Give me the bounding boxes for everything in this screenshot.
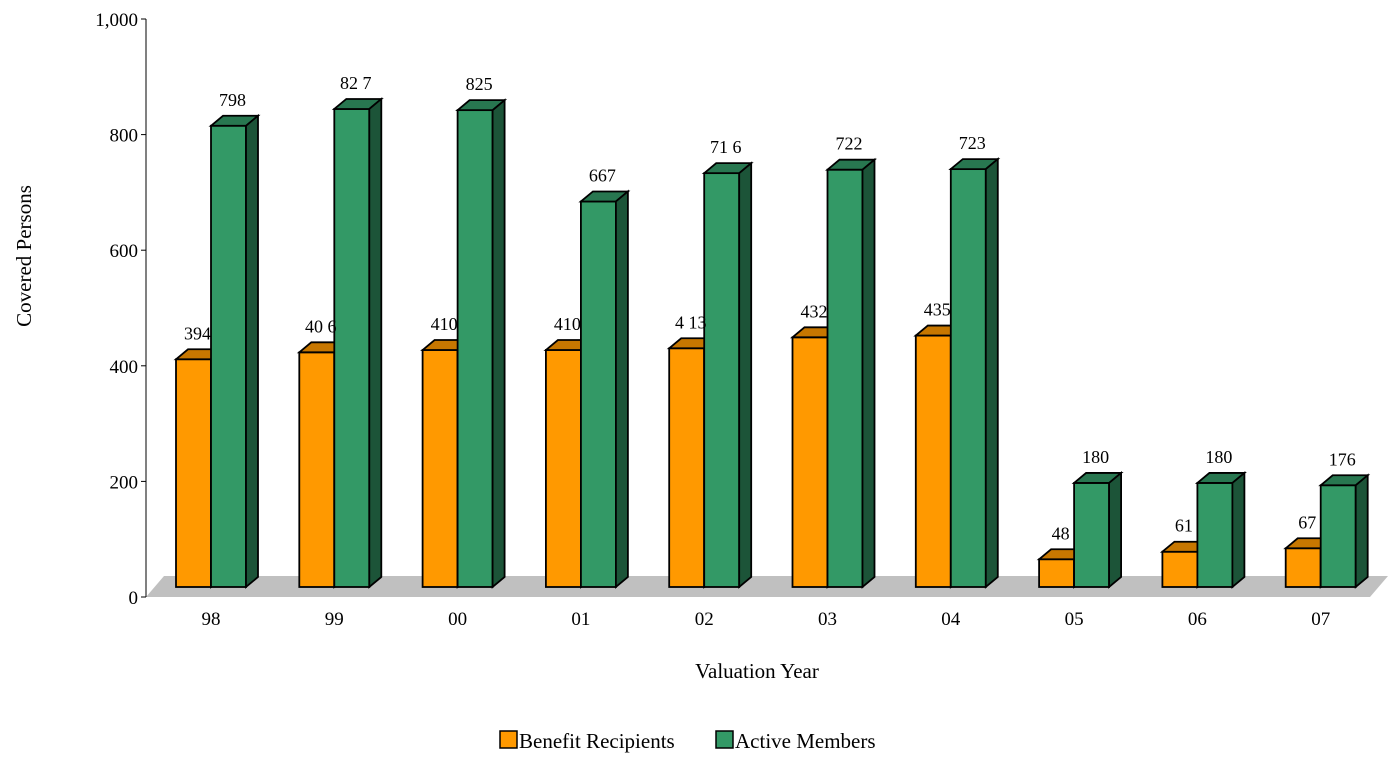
data-label: 394 (184, 323, 211, 343)
bar-front (421, 349, 459, 588)
data-label: 180 (1205, 447, 1232, 467)
x-tick-label: 05 (1065, 609, 1084, 630)
legend-label: Active Members (735, 729, 876, 753)
bar-front (791, 336, 829, 588)
bar-side (984, 157, 999, 589)
data-label: 825 (466, 74, 493, 94)
data-label: 410 (554, 314, 581, 334)
bar-side (1231, 471, 1246, 589)
data-label: 798 (219, 90, 246, 110)
x-tick-label: 02 (695, 609, 714, 630)
x-axis-tick-labels: 98 99 00 01 02 03 04 05 06 07 (202, 609, 1331, 630)
x-axis-title: Valuation Year (695, 659, 819, 683)
bar-front (456, 109, 494, 588)
x-tick-label: 03 (818, 609, 837, 630)
data-label: 432 (801, 301, 828, 321)
bar-front (668, 347, 706, 588)
bar-front (1319, 484, 1357, 588)
bar-front (210, 124, 247, 588)
bar (578, 189, 631, 589)
data-label: 71 6 (710, 137, 742, 157)
x-tick-label: 07 (1311, 609, 1330, 630)
bar-front (298, 351, 336, 588)
bar-front (1196, 482, 1234, 588)
x-tick-label: 99 (325, 609, 344, 630)
bar-front (703, 172, 741, 588)
bar-side (1108, 471, 1122, 589)
data-label: 48 (1052, 523, 1070, 543)
y-tick-label: 0 (129, 588, 139, 609)
bar-front (826, 168, 864, 588)
bar-front (175, 358, 212, 588)
y-tick-label: 200 (110, 472, 139, 493)
data-label: 67 (1298, 512, 1316, 532)
data-labels-group: 394 798 40 6 82 7 410 825 410 667 4 13 71 6 432 722… (184, 73, 1356, 543)
bar-front (1038, 558, 1075, 588)
data-label: 40 6 (305, 316, 337, 336)
bars-group (173, 97, 1371, 589)
data-label: 435 (924, 300, 951, 320)
x-tick-label: 01 (571, 609, 590, 630)
bar (1194, 471, 1247, 589)
bar (208, 113, 261, 589)
x-tick-label: 00 (448, 609, 467, 630)
bar-side (245, 113, 259, 589)
bar-side (861, 157, 876, 589)
y-axis: 0 200 400 600 800 1,000 (95, 10, 147, 609)
bar (331, 97, 384, 589)
bar (825, 157, 877, 589)
legend-item: Benefit Recipients (499, 729, 675, 753)
legend-swatch (499, 730, 518, 749)
data-label: 410 (431, 314, 458, 334)
data-label: 61 (1175, 516, 1193, 536)
x-tick-label: 98 (202, 609, 221, 630)
bar-side (738, 161, 753, 589)
bar-front (1073, 482, 1110, 588)
bar-front (545, 349, 582, 588)
bar-front (949, 168, 987, 588)
x-tick-label: 04 (941, 609, 961, 630)
data-label: 722 (836, 134, 863, 154)
bar (1071, 471, 1124, 589)
bar-side (615, 189, 629, 589)
y-tick-label: 400 (110, 357, 139, 378)
legend-item: Active Members (715, 729, 876, 753)
legend-swatch (715, 730, 734, 749)
bar-side (368, 97, 383, 589)
bar (948, 157, 1001, 589)
bar (701, 161, 754, 589)
bar-front (1161, 550, 1199, 588)
legend: Benefit Recipients Active Members (499, 729, 876, 753)
data-label: 180 (1082, 447, 1109, 467)
legend-label: Benefit Recipients (519, 729, 675, 753)
bar-front (1284, 547, 1322, 588)
data-label: 176 (1329, 449, 1356, 469)
bar-side (1354, 473, 1369, 589)
x-tick-label: 06 (1188, 609, 1207, 630)
data-label: 82 7 (340, 73, 372, 93)
y-tick-label: 1,000 (95, 10, 138, 31)
bar-front (580, 200, 617, 588)
data-label: 4 13 (675, 312, 707, 332)
data-label: 667 (589, 165, 616, 185)
y-tick-label: 800 (110, 126, 139, 147)
bar-side (491, 98, 506, 589)
bar-front (914, 334, 952, 588)
y-axis-title: Covered Persons (12, 185, 36, 327)
bar (1318, 473, 1371, 589)
data-label: 723 (959, 133, 986, 153)
bar-front (333, 108, 371, 588)
bar (455, 98, 508, 589)
y-tick-label: 600 (110, 241, 139, 262)
